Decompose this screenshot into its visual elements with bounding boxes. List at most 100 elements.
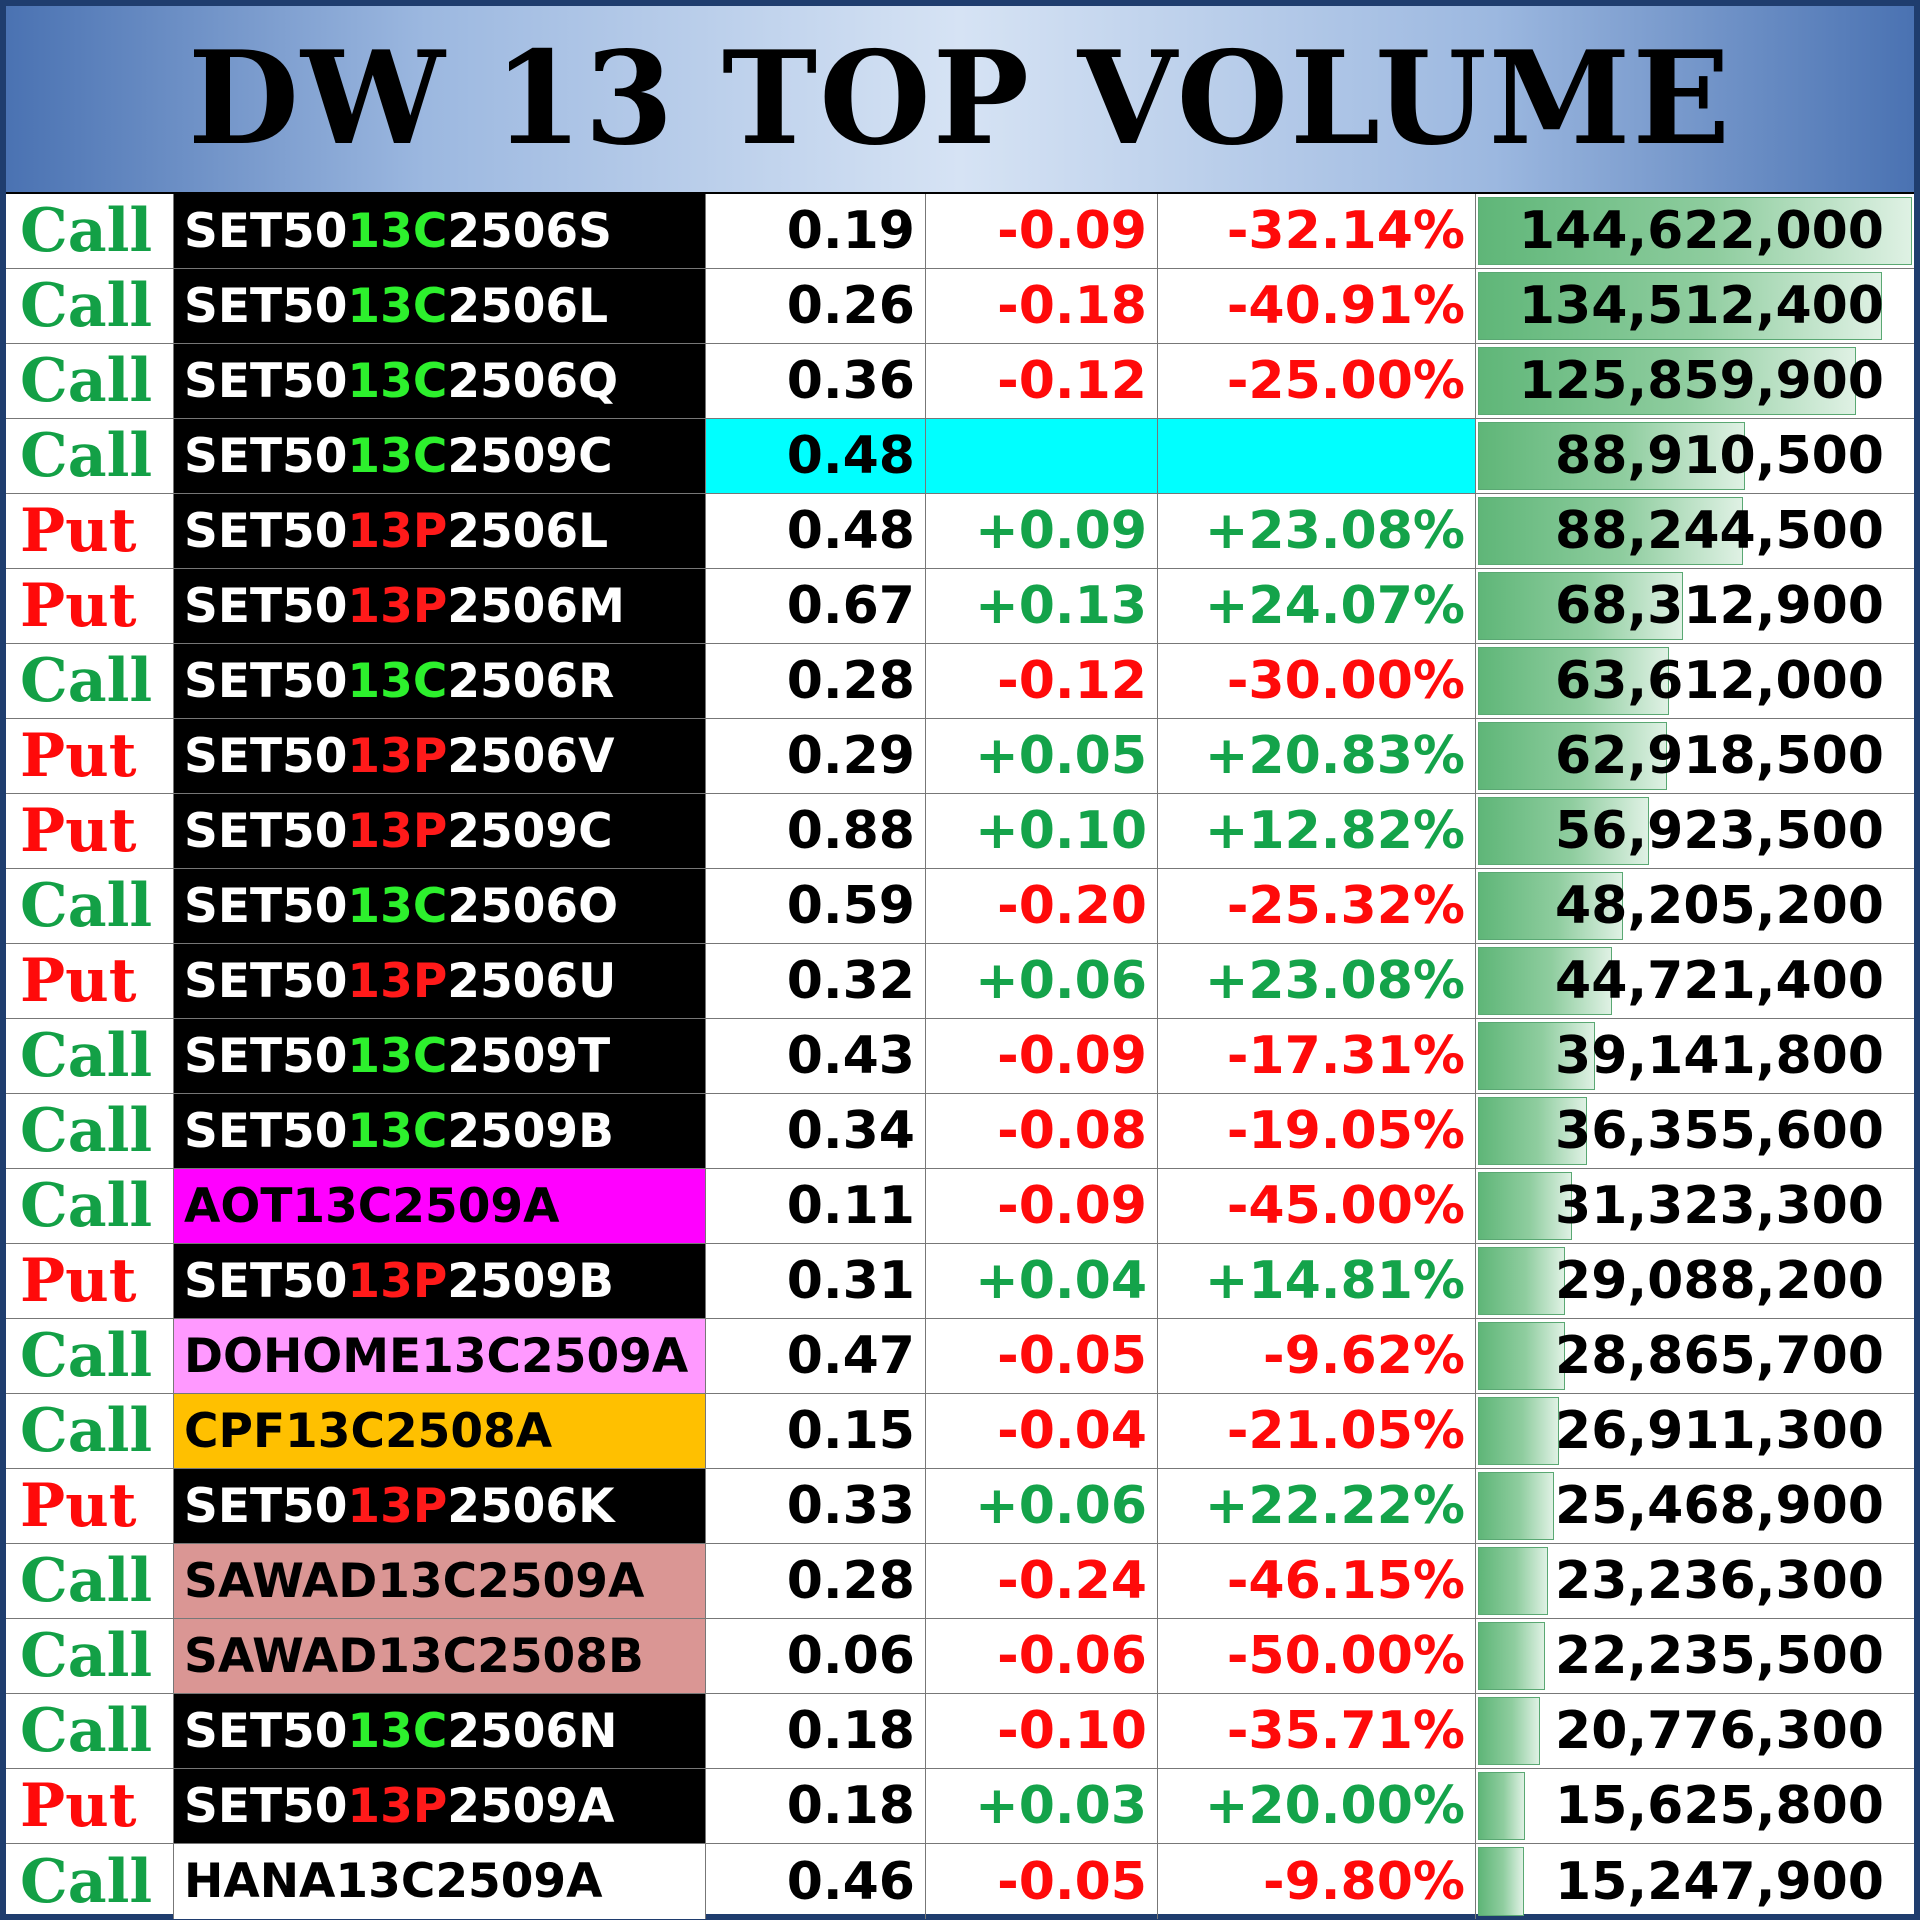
option-type: Put [6, 1469, 174, 1543]
last-price: 0.88 [706, 794, 926, 868]
volume-value: 63,612,000 [1555, 651, 1884, 711]
option-type: Call [6, 1844, 174, 1919]
symbol-underlying: SET50 [184, 428, 348, 484]
table-row: Call SET50 13C 2506L 0.26 -0.18 -40.91% 134,512… [6, 269, 1914, 344]
dw-symbol: CPF13C2508A [174, 1394, 706, 1468]
volume-value: 20,776,300 [1555, 1701, 1884, 1761]
volume-data-bar [1478, 1472, 1555, 1540]
table-row: Call SET50 13C 2509C 0.48 88,910,500 [6, 419, 1914, 494]
option-type: Call [6, 1619, 174, 1693]
table-row: Call CPF13C2508A 0.15 -0.04 -21.05% 26,911,30… [6, 1394, 1914, 1469]
volume-data-bar [1478, 947, 1613, 1015]
volume-value: 48,205,200 [1555, 876, 1884, 936]
symbol-series: 2506R [447, 653, 615, 709]
symbol-underlying: SET50 [184, 578, 348, 634]
volume-data-bar [1478, 1772, 1525, 1840]
option-type: Call [6, 869, 174, 943]
symbol-series: 2506Q [447, 353, 619, 409]
price-change: -0.08 [926, 1094, 1158, 1168]
price-change: -0.04 [926, 1394, 1158, 1468]
option-type: Put [6, 569, 174, 643]
percent-change: -46.15% [1158, 1544, 1476, 1618]
price-change: -0.05 [926, 1319, 1158, 1393]
percent-change: +24.07% [1158, 569, 1476, 643]
dw-symbol: DOHOME13C2509A [174, 1319, 706, 1393]
last-price: 0.18 [706, 1694, 926, 1768]
symbol-issuer-code: 13C [347, 278, 448, 334]
price-change: -0.09 [926, 1169, 1158, 1243]
price-change: -0.12 [926, 644, 1158, 718]
volume-value: 29,088,200 [1555, 1251, 1884, 1311]
volume-table: Call SET50 13C 2506S 0.19 -0.09 -32.14% 144,622… [6, 194, 1914, 1919]
symbol-full: HANA13C2509A [184, 1854, 603, 1909]
symbol-underlying: SET50 [184, 878, 348, 934]
option-type: Put [6, 1244, 174, 1318]
dw-symbol: SET50 13P 2506V [174, 719, 706, 793]
symbol-issuer-code: 13P [347, 578, 448, 634]
last-price: 0.19 [706, 194, 926, 268]
symbol-series: 2509C [447, 428, 613, 484]
dw-symbol: SET50 13C 2506R [174, 644, 706, 718]
percent-change: -19.05% [1158, 1094, 1476, 1168]
volume-data-bar [1478, 1547, 1548, 1615]
price-change: +0.06 [926, 944, 1158, 1018]
symbol-underlying: SET50 [184, 503, 348, 559]
volume-data-bar [1478, 1247, 1566, 1315]
percent-change: -17.31% [1158, 1019, 1476, 1093]
option-type: Call [6, 419, 174, 493]
symbol-underlying: SET50 [184, 1103, 348, 1159]
volume-data-bar [1478, 497, 1743, 565]
percent-change: +20.83% [1158, 719, 1476, 793]
symbol-underlying: SET50 [184, 203, 348, 259]
volume-value: 22,235,500 [1555, 1626, 1884, 1686]
price-change: -0.05 [926, 1844, 1158, 1919]
volume-value: 125,859,900 [1518, 351, 1884, 411]
option-type: Call [6, 1394, 174, 1468]
symbol-issuer-code: 13C [347, 203, 448, 259]
symbol-issuer-code: 13C [347, 653, 448, 709]
last-price: 0.36 [706, 344, 926, 418]
symbol-series: 2506V [447, 728, 615, 784]
table-row: Call SET50 13C 2506S 0.19 -0.09 -32.14% 144,622… [6, 194, 1914, 269]
dw-symbol: SET50 13C 2509C [174, 419, 706, 493]
symbol-series: 2509A [447, 1778, 615, 1834]
volume-value: 25,468,900 [1555, 1476, 1884, 1536]
table-row: Call HANA13C2509A 0.46 -0.05 -9.80% 15,247,90… [6, 1844, 1914, 1919]
price-change: +0.05 [926, 719, 1158, 793]
volume-cell: 88,244,500 [1476, 494, 1914, 568]
symbol-series: 2506L [447, 503, 609, 559]
symbol-issuer-code: 13C [347, 353, 448, 409]
dw-symbol: SET50 13C 2506N [174, 1694, 706, 1768]
option-type: Call [6, 344, 174, 418]
option-type: Call [6, 1694, 174, 1768]
symbol-issuer-code: 13C [347, 428, 448, 484]
title-banner: DW 13 TOP VOLUME [6, 6, 1914, 194]
price-change [926, 419, 1158, 493]
table-row: Put SET50 13P 2509A 0.18 +0.03 +20.00% 15,625,8… [6, 1769, 1914, 1844]
dw-symbol: SET50 13P 2509B [174, 1244, 706, 1318]
symbol-full: SAWAD13C2508B [184, 1628, 644, 1684]
volume-data-bar [1478, 422, 1745, 490]
table-row: Call DOHOME13C2509A 0.47 -0.05 -9.62% 28,865,… [6, 1319, 1914, 1394]
dw-symbol: SET50 13P 2506M [174, 569, 706, 643]
percent-change: -30.00% [1158, 644, 1476, 718]
percent-change: -40.91% [1158, 269, 1476, 343]
percent-change: +23.08% [1158, 944, 1476, 1018]
option-type: Put [6, 794, 174, 868]
percent-change: -35.71% [1158, 1694, 1476, 1768]
last-price: 0.06 [706, 1619, 926, 1693]
volume-value: 36,355,600 [1555, 1101, 1884, 1161]
volume-cell: 44,721,400 [1476, 944, 1914, 1018]
table-row: Call SET50 13C 2506O 0.59 -0.20 -25.32% 48,205,… [6, 869, 1914, 944]
dw-symbol: HANA13C2509A [174, 1844, 706, 1919]
dw-symbol: SET50 13C 2509T [174, 1019, 706, 1093]
symbol-issuer-code: 13P [347, 1478, 448, 1534]
volume-value: 56,923,500 [1555, 801, 1884, 861]
symbol-underlying: SET50 [184, 353, 348, 409]
dw-symbol: SAWAD13C2509A [174, 1544, 706, 1618]
volume-cell: 15,247,900 [1476, 1844, 1914, 1919]
price-change: +0.03 [926, 1769, 1158, 1843]
symbol-underlying: SET50 [184, 1778, 348, 1834]
volume-data-bar [1478, 1622, 1545, 1690]
table-row: Call SET50 13C 2506N 0.18 -0.10 -35.71% 20,776,… [6, 1694, 1914, 1769]
